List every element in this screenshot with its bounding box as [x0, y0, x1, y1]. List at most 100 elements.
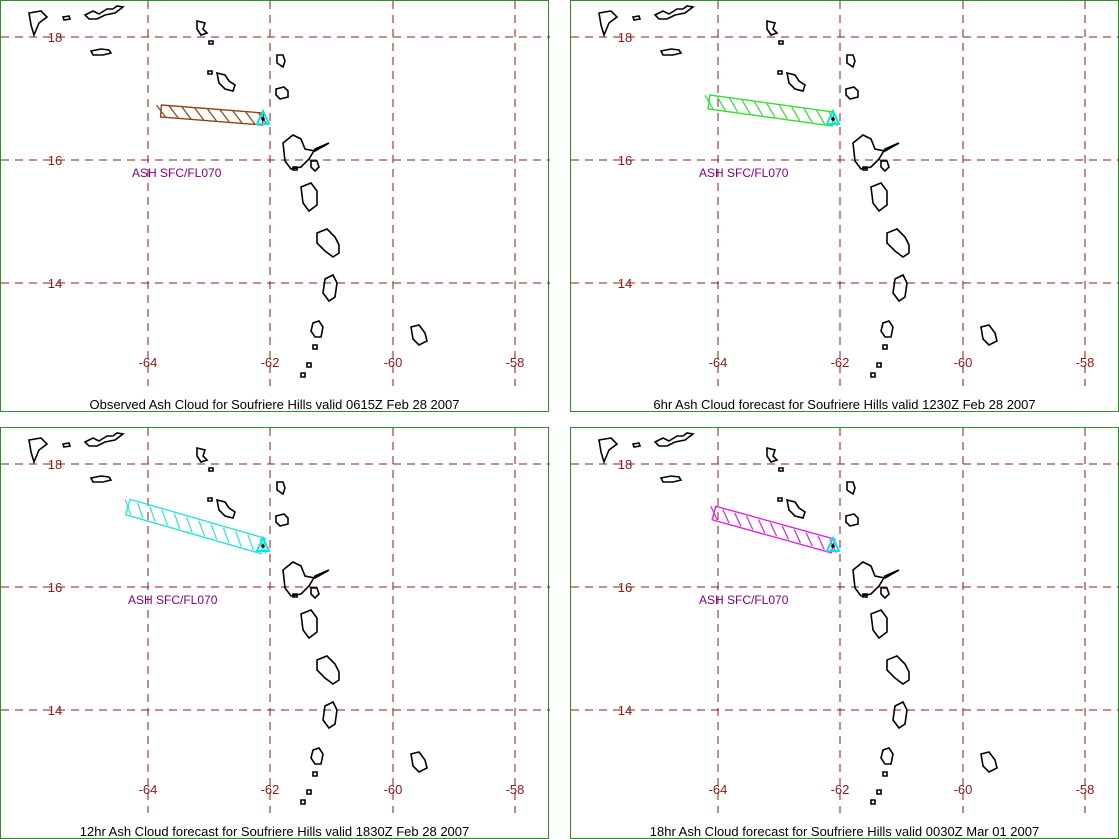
ash-hatch — [194, 107, 205, 121]
island-outline — [276, 54, 286, 69]
island-outline — [870, 609, 888, 640]
latitude-tick-label: 16 — [618, 580, 632, 595]
ash-hatch — [746, 515, 754, 530]
island-outline — [880, 747, 894, 765]
ash-hatch — [791, 106, 801, 122]
island-outline — [207, 70, 213, 75]
island-outline — [28, 437, 49, 465]
island-outline — [882, 771, 888, 777]
island-outline — [28, 10, 49, 38]
coastlines — [598, 5, 998, 378]
latitude-tick-label: 18 — [618, 30, 632, 45]
island-outline — [598, 437, 619, 465]
ash-hatch — [704, 94, 714, 110]
latitude-tick-label: 14 — [618, 703, 632, 718]
island-outline — [876, 789, 882, 795]
island-outline — [876, 362, 882, 368]
volcano-point — [831, 544, 835, 548]
island-outline — [300, 609, 318, 640]
coastlines — [28, 432, 428, 805]
island-outline — [215, 498, 236, 519]
coastlines — [28, 5, 428, 378]
panel-caption: 6hr Ash Cloud forecast for Soufriere Hil… — [653, 397, 1036, 412]
island-outline — [777, 70, 783, 75]
longitude-tick-label: -62 — [831, 782, 850, 797]
island-outline — [410, 324, 428, 346]
ash-level-label: ASH SFC/FL070 — [699, 593, 789, 607]
island-outline — [631, 15, 642, 21]
ash-hatch — [734, 512, 742, 527]
island-outline — [83, 432, 125, 447]
island-outline — [785, 498, 806, 519]
island-outline — [845, 513, 859, 527]
island-outline — [316, 655, 340, 685]
island-outline — [316, 228, 340, 258]
longitude-tick-label: -58 — [1076, 782, 1095, 797]
longitude-tick-label: -62 — [261, 782, 280, 797]
longitude-tick-label: -58 — [1076, 355, 1095, 370]
island-outline — [89, 475, 113, 483]
island-outline — [83, 5, 125, 20]
island-outline — [215, 71, 236, 92]
ash-hatch — [232, 110, 243, 124]
island-outline — [846, 481, 856, 496]
island-outline — [282, 561, 330, 597]
panel-caption: Observed Ash Cloud for Soufriere Hills v… — [89, 397, 460, 412]
island-outline — [980, 324, 998, 346]
island-outline — [980, 751, 998, 773]
ash-hatch — [247, 534, 255, 551]
island-outline — [292, 593, 298, 598]
ash-cloud-area — [710, 505, 837, 554]
island-outline — [766, 446, 779, 463]
graticule — [1, 428, 550, 813]
latitude-tick-label: 18 — [48, 457, 62, 472]
island-outline — [766, 19, 779, 36]
island-outline — [598, 10, 619, 38]
ash-hatch — [149, 506, 156, 522]
island-outline — [778, 40, 784, 45]
longitude-tick-label: -62 — [261, 355, 280, 370]
island-outline — [89, 48, 113, 56]
ash-hatch — [206, 108, 218, 122]
volcano-marker-icon — [825, 535, 841, 552]
island-outline — [886, 655, 910, 685]
ash-hatch — [805, 532, 813, 547]
island-outline — [208, 467, 214, 472]
map-canvas: ASH SFC/FL070 -64 -62 -60 -58 18 16 14 — [1, 428, 550, 813]
ash-hatch — [198, 520, 205, 537]
island-outline — [61, 15, 72, 21]
graticule — [571, 428, 1119, 813]
ash-hatch — [245, 111, 256, 125]
latitude-tick-label: 18 — [618, 457, 632, 472]
island-outline — [852, 561, 900, 597]
ash-cloud-area — [155, 104, 269, 126]
ash-hatch — [186, 516, 193, 533]
ash-hatch — [769, 522, 778, 537]
ash-hatch — [124, 499, 132, 515]
ash-hatch — [729, 98, 739, 113]
ash-cloud-outline — [711, 505, 836, 554]
volcano-marker-icon — [255, 108, 271, 125]
ash-hatch — [161, 509, 169, 526]
ash-level-label: ASH SFC/FL070 — [699, 166, 789, 180]
island-outline — [778, 467, 784, 472]
island-outline — [61, 442, 72, 448]
island-outline — [322, 700, 338, 730]
map-panel-18hr-forecast: ASH SFC/FL070 -64 -62 -60 -58 18 16 14 18hr Ash… — [570, 427, 1119, 839]
island-outline — [312, 344, 318, 350]
island-outline — [306, 789, 312, 795]
island-outline — [312, 771, 318, 777]
island-outline — [300, 372, 306, 378]
longitude-tick-label: -64 — [139, 782, 158, 797]
longitude-tick-label: -58 — [506, 355, 525, 370]
island-outline — [659, 475, 683, 483]
ash-hatch — [136, 502, 144, 519]
map-panel-observed: ASH SFC/FL070 -64 -62 -60 -58 18 16 14 Observed… — [0, 0, 550, 412]
ash-hatch — [219, 109, 230, 123]
ash-cloud-area — [704, 94, 838, 127]
island-outline — [282, 134, 330, 170]
map-panel-12hr-forecast: ASH SFC/FL070 -64 -62 -60 -58 18 16 14 12hr Ash… — [0, 427, 550, 839]
ash-hatch — [754, 101, 764, 117]
latitude-tick-label: 16 — [48, 580, 62, 595]
ash-level-label: ASH SFC/FL070 — [132, 166, 222, 180]
